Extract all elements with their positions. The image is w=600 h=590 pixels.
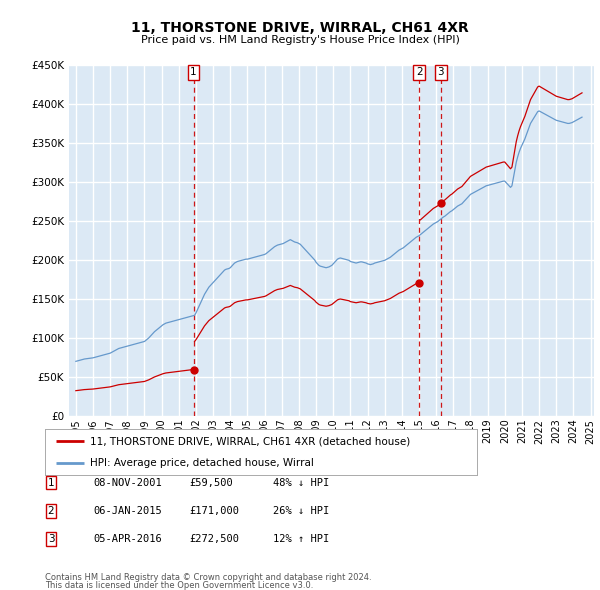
Text: 11, THORSTONE DRIVE, WIRRAL, CH61 4XR (detached house): 11, THORSTONE DRIVE, WIRRAL, CH61 4XR (d… bbox=[91, 437, 410, 447]
Text: 2: 2 bbox=[416, 67, 422, 77]
Text: £171,000: £171,000 bbox=[189, 506, 239, 516]
Text: 48% ↓ HPI: 48% ↓ HPI bbox=[273, 478, 329, 487]
Text: 06-JAN-2015: 06-JAN-2015 bbox=[93, 506, 162, 516]
Text: 1: 1 bbox=[47, 478, 55, 487]
Text: 12% ↑ HPI: 12% ↑ HPI bbox=[273, 535, 329, 544]
Text: 3: 3 bbox=[47, 535, 55, 544]
Text: 05-APR-2016: 05-APR-2016 bbox=[93, 535, 162, 544]
Text: 26% ↓ HPI: 26% ↓ HPI bbox=[273, 506, 329, 516]
Text: Contains HM Land Registry data © Crown copyright and database right 2024.: Contains HM Land Registry data © Crown c… bbox=[45, 572, 371, 582]
Text: This data is licensed under the Open Government Licence v3.0.: This data is licensed under the Open Gov… bbox=[45, 581, 313, 590]
Text: £59,500: £59,500 bbox=[189, 478, 233, 487]
Text: 3: 3 bbox=[437, 67, 444, 77]
Text: 11, THORSTONE DRIVE, WIRRAL, CH61 4XR: 11, THORSTONE DRIVE, WIRRAL, CH61 4XR bbox=[131, 21, 469, 35]
Text: HPI: Average price, detached house, Wirral: HPI: Average price, detached house, Wirr… bbox=[91, 458, 314, 468]
Text: Price paid vs. HM Land Registry's House Price Index (HPI): Price paid vs. HM Land Registry's House … bbox=[140, 35, 460, 45]
Text: 08-NOV-2001: 08-NOV-2001 bbox=[93, 478, 162, 487]
Text: 1: 1 bbox=[190, 67, 197, 77]
Text: £272,500: £272,500 bbox=[189, 535, 239, 544]
Text: 2: 2 bbox=[47, 506, 55, 516]
